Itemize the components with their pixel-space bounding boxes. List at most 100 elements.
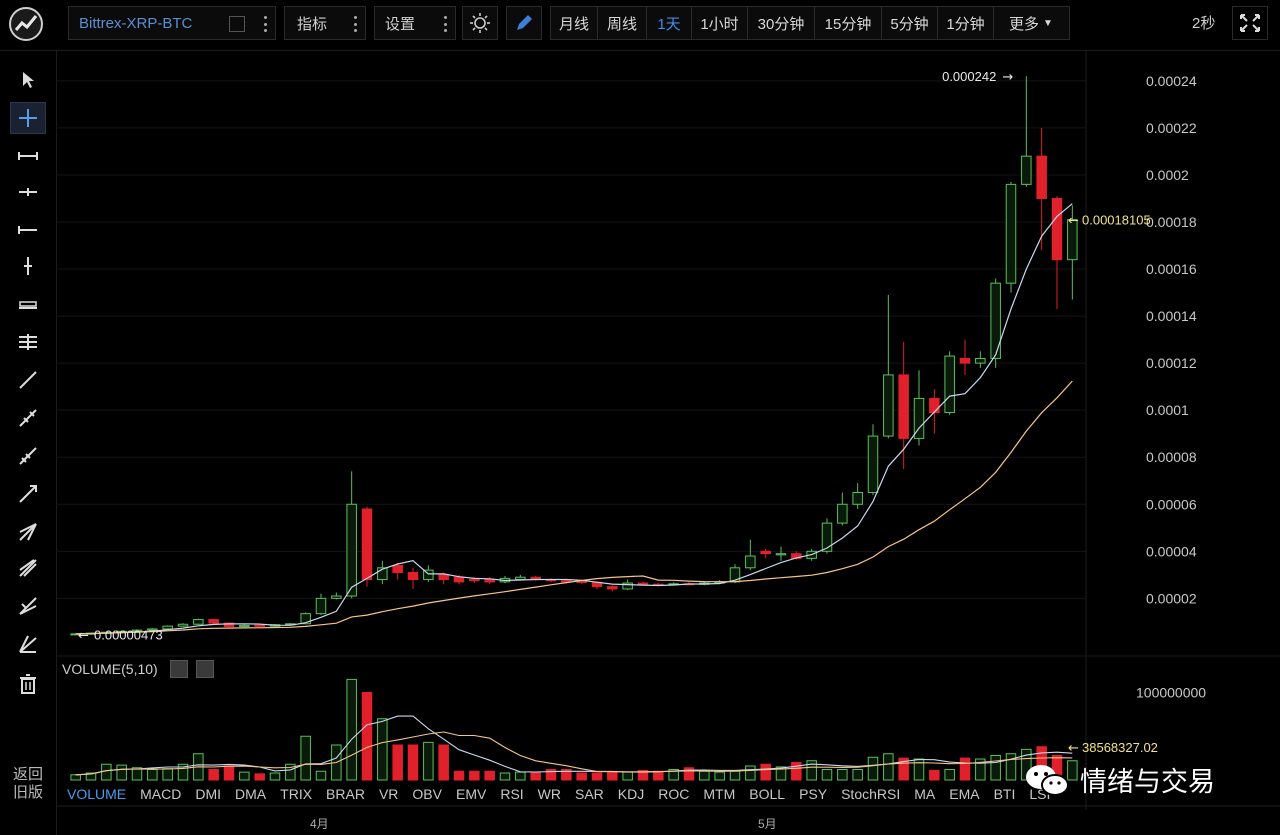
trend-line-notes-tool-button[interactable] bbox=[10, 440, 46, 472]
symbol-menu-icon[interactable] bbox=[264, 16, 267, 32]
volume-bar bbox=[576, 772, 587, 781]
indicator-tab-sar[interactable]: SAR bbox=[575, 786, 604, 802]
close-icon[interactable] bbox=[196, 660, 214, 678]
y-tick-label: 0.00008 bbox=[1146, 449, 1197, 465]
indicator-tab-trix[interactable]: TRIX bbox=[280, 786, 313, 802]
refresh-interval[interactable]: 2秒 bbox=[1192, 15, 1216, 32]
arrow-line-tool-button[interactable] bbox=[10, 478, 46, 510]
settings-menu-icon[interactable] bbox=[444, 16, 447, 32]
indicator-tab-brar[interactable]: BRAR bbox=[326, 786, 365, 802]
period-1min[interactable]: 1分钟 bbox=[938, 6, 994, 40]
volume-bar bbox=[499, 772, 511, 781]
fibonacci-fan-tool-button[interactable] bbox=[10, 516, 46, 548]
indicator-tab-bti[interactable]: BTI bbox=[993, 786, 1016, 802]
app-logo-icon[interactable] bbox=[8, 6, 44, 42]
indicator-tab-roc[interactable]: ROC bbox=[658, 786, 690, 802]
volume-bar bbox=[453, 770, 465, 781]
volume-bar bbox=[959, 757, 971, 781]
fibonacci-fan-2-tool-button[interactable] bbox=[10, 552, 46, 584]
top-toolbar: Bittrex-XRP-BTC 指标 设置 月线 周线 1天 1小时 30分 bbox=[0, 0, 1280, 51]
period-selector: 月线 周线 1天 1小时 30分钟 15分钟 5分钟 1分钟 更多 ▼ bbox=[550, 6, 1070, 40]
delete-tool-button[interactable] bbox=[10, 668, 46, 700]
indicator-tab-psy[interactable]: PSY bbox=[799, 786, 828, 802]
volume-bar bbox=[975, 758, 986, 781]
speed-resistance-tool-button[interactable] bbox=[10, 628, 46, 660]
candle-body bbox=[883, 374, 894, 437]
horizontal-line-marker-tool-button[interactable] bbox=[10, 176, 46, 208]
candle-body bbox=[331, 595, 342, 599]
volume-bar bbox=[300, 735, 311, 781]
period-5min[interactable]: 5分钟 bbox=[882, 6, 938, 40]
period-1hour[interactable]: 1小时 bbox=[692, 6, 748, 40]
trend-line-extended-tool-button[interactable] bbox=[10, 402, 46, 434]
period-30min[interactable]: 30分钟 bbox=[748, 6, 815, 40]
speed-resistance-icon bbox=[19, 635, 37, 653]
indicator-tab-emv[interactable]: EMV bbox=[455, 786, 487, 802]
gann-fan-tool-button[interactable] bbox=[10, 590, 46, 622]
period-15min[interactable]: 15分钟 bbox=[815, 6, 882, 40]
candle-body bbox=[852, 492, 863, 505]
symbol-selector[interactable]: Bittrex-XRP-BTC bbox=[68, 6, 276, 40]
indicator-tab-wr[interactable]: WR bbox=[537, 786, 561, 802]
indicator-tab-macd[interactable]: MACD bbox=[140, 786, 182, 802]
indicator-tab-stochrsi[interactable]: StochRSI bbox=[841, 786, 901, 802]
volume-bar bbox=[377, 718, 388, 781]
candle-body bbox=[990, 282, 1001, 359]
theme-toggle-button[interactable] bbox=[462, 6, 498, 40]
crosshair-tool-button[interactable] bbox=[10, 102, 46, 134]
indicator-tab-rsi[interactable]: RSI bbox=[500, 786, 524, 802]
price-range-tool-button[interactable] bbox=[10, 288, 46, 320]
parallel-channel-icon bbox=[19, 334, 37, 350]
indicator-tab-ma[interactable]: MA bbox=[914, 786, 936, 802]
volume-bar bbox=[944, 769, 955, 781]
vertical-line-tool-button[interactable] bbox=[10, 250, 46, 282]
volume-bar bbox=[315, 770, 327, 781]
indicator-tab-mtm[interactable]: MTM bbox=[703, 786, 736, 802]
parallel-channel-tool-button[interactable] bbox=[10, 326, 46, 358]
candle-body bbox=[1021, 155, 1032, 185]
indicators-button[interactable]: 指标 bbox=[284, 6, 366, 40]
indicator-tab-volume[interactable]: VOLUME bbox=[67, 786, 127, 802]
indicator-tab-kdj[interactable]: KDJ bbox=[617, 786, 645, 802]
period-monthly[interactable]: 月线 bbox=[551, 6, 598, 40]
volume-ma10-line bbox=[75, 731, 1073, 776]
candle-body bbox=[637, 582, 649, 585]
horizontal-segment-tool-button[interactable] bbox=[10, 140, 46, 172]
horizontal-segment-icon bbox=[18, 152, 38, 160]
period-1day[interactable]: 1天 bbox=[647, 6, 692, 40]
volume-bar bbox=[239, 771, 250, 781]
cursor-arrow-tool-button[interactable] bbox=[10, 64, 46, 96]
candle-body bbox=[821, 522, 833, 552]
right-arrow-icon: → bbox=[1002, 70, 1013, 85]
indicator-tab-vr[interactable]: VR bbox=[378, 786, 399, 802]
candle-body bbox=[837, 503, 848, 524]
draw-button[interactable] bbox=[506, 6, 542, 40]
volume-bar bbox=[1067, 760, 1078, 781]
candle-body bbox=[561, 580, 572, 583]
candle-body bbox=[223, 622, 235, 628]
fullscreen-button[interactable] bbox=[1232, 6, 1268, 40]
y-tick-label: 0.00002 bbox=[1146, 590, 1197, 606]
back-to-old-version-button[interactable]: 返回旧版 bbox=[12, 766, 43, 801]
indicator-tab-obv[interactable]: OBV bbox=[412, 786, 442, 802]
settings-label: 设置 bbox=[385, 15, 416, 33]
candle-body bbox=[959, 357, 971, 364]
symbol-label: Bittrex-XRP-BTC bbox=[79, 14, 193, 32]
more-periods-button[interactable]: 更多 ▼ bbox=[994, 6, 1068, 40]
volume-bar bbox=[668, 769, 679, 781]
indicator-tab-boll[interactable]: BOLL bbox=[749, 786, 786, 802]
chart-area[interactable]: 0.00002 0.00004 0.00006 0.00008 0.0001 0.0001… bbox=[56, 50, 1280, 835]
candle-body bbox=[898, 374, 909, 439]
indicator-tab-dmi[interactable]: DMI bbox=[195, 786, 222, 802]
trend-line-tool-button[interactable] bbox=[10, 364, 46, 396]
candle-body bbox=[775, 553, 787, 556]
horizontal-ray-tool-button[interactable] bbox=[10, 214, 46, 246]
gear-icon[interactable] bbox=[170, 660, 188, 678]
volume-bar bbox=[545, 769, 557, 781]
indicator-tab-ema[interactable]: EMA bbox=[949, 786, 980, 802]
settings-button[interactable]: 设置 bbox=[374, 6, 456, 40]
indicators-menu-icon[interactable] bbox=[354, 16, 357, 32]
popout-icon[interactable] bbox=[229, 16, 245, 32]
indicator-tab-dma[interactable]: DMA bbox=[235, 786, 267, 802]
period-weekly[interactable]: 周线 bbox=[598, 6, 647, 40]
